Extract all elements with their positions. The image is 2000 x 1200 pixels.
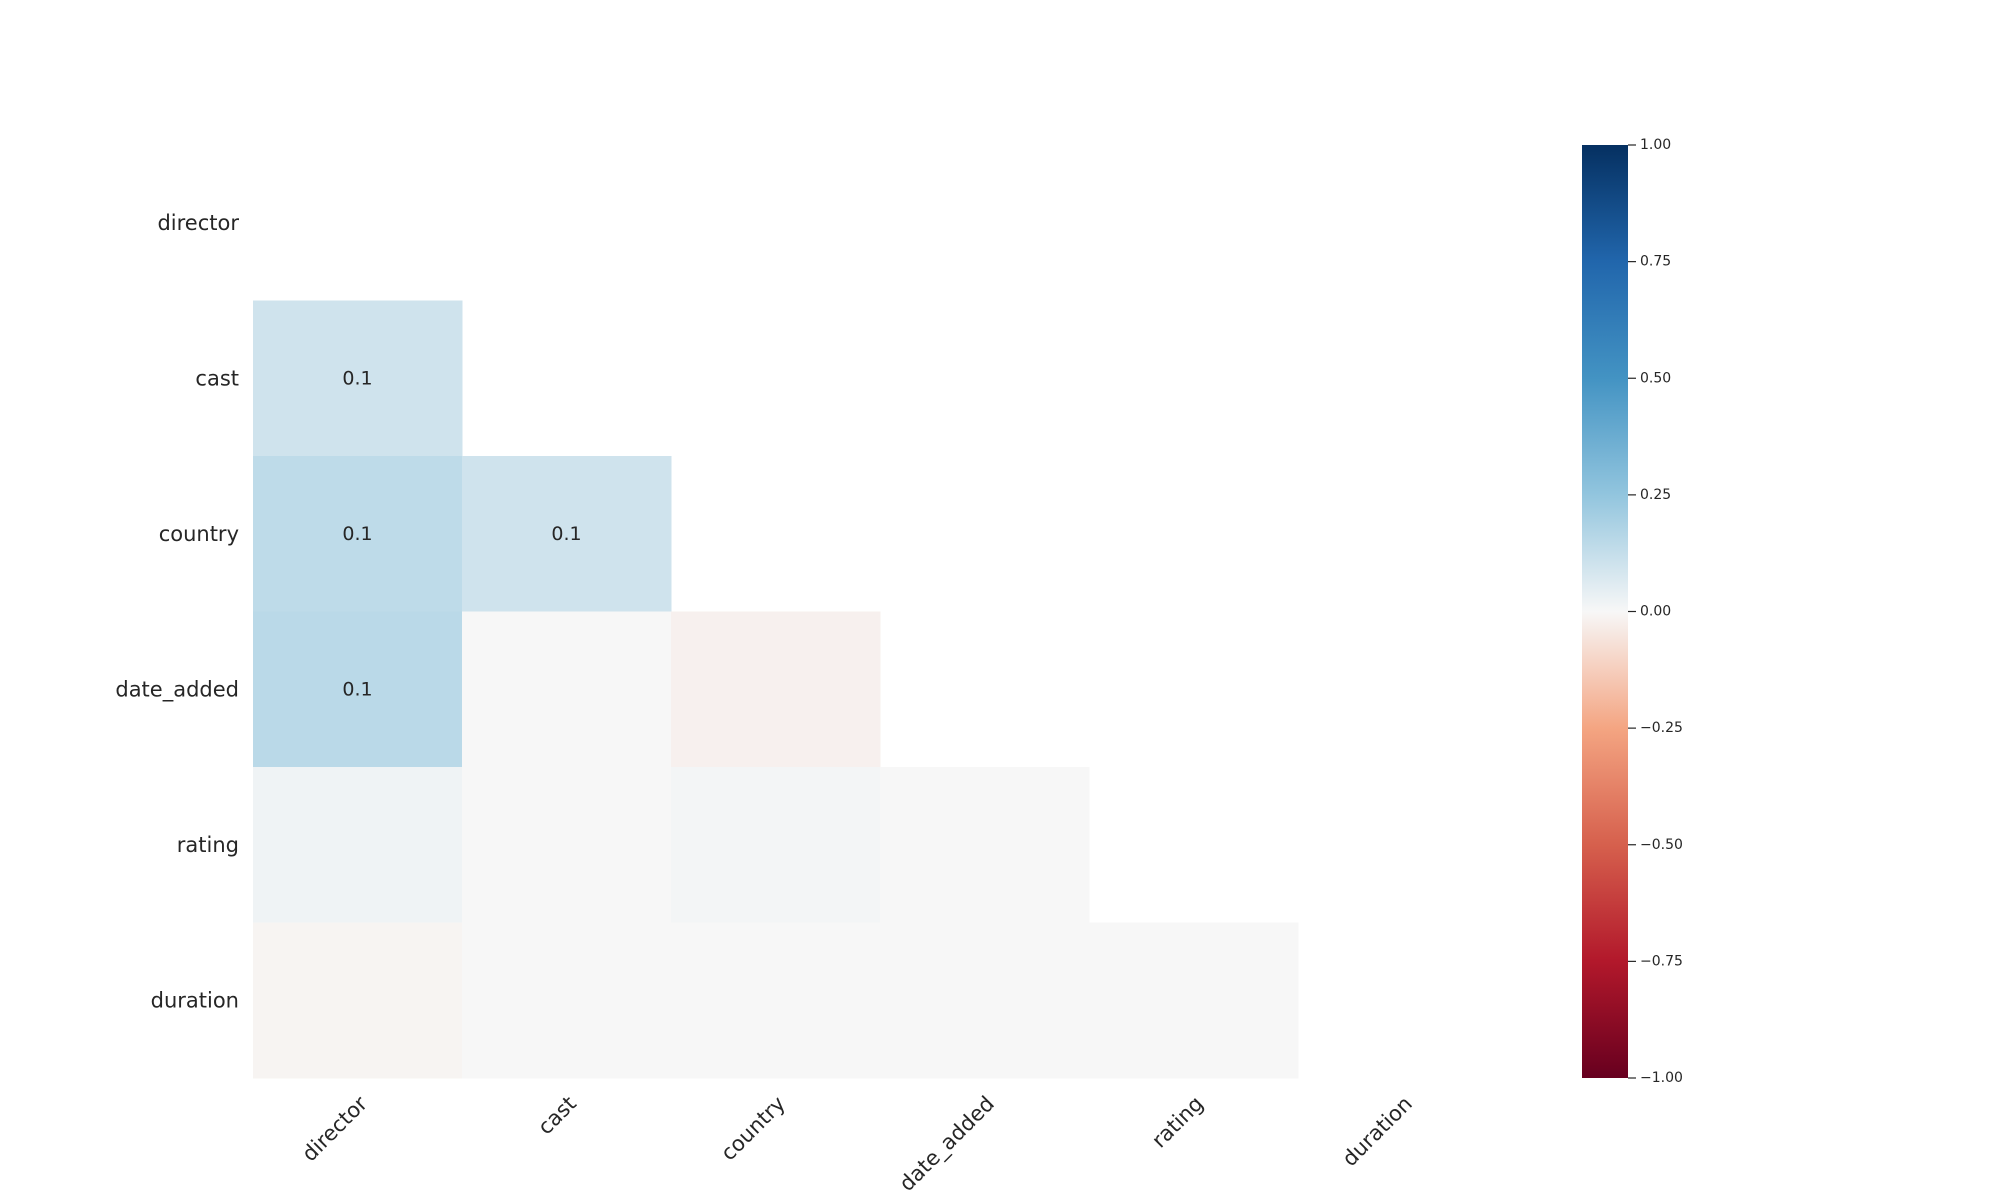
heatmap-cell-rating-date_added — [880, 767, 1090, 923]
heatmap-cell-duration-director — [253, 922, 463, 1079]
y-tick-label-rating: rating — [177, 833, 239, 857]
heatmap-cell-duration-cast — [462, 922, 672, 1079]
colorbar-tick-label: −0.50 — [1640, 837, 1683, 853]
y-tick-label-duration: duration — [151, 988, 239, 1012]
heatmap-cell-rating-country — [671, 767, 881, 923]
x-tick-label-country: country — [716, 1092, 790, 1166]
cell-label-country-director: 0.1 — [342, 523, 372, 545]
heatmap-cell-rating-director — [253, 767, 463, 923]
colorbar-tick-label: 0.50 — [1640, 370, 1671, 386]
heatmap-cell-date_added-director — [253, 611, 463, 768]
y-tick-label-date_added: date_added — [115, 677, 239, 702]
y-tick-label-country: country — [159, 522, 239, 546]
heatmap-cell-date_added-cast — [462, 611, 672, 768]
colorbar-tick-label: −0.25 — [1640, 720, 1683, 736]
x-tick-label-date_added: date_added — [895, 1092, 1000, 1197]
heatmap-cells — [253, 300, 1299, 1079]
colorbar-tick-label: −1.00 — [1640, 1070, 1683, 1086]
colorbar-tick-label: 1.00 — [1640, 137, 1671, 153]
y-tick-label-cast: cast — [195, 366, 239, 390]
heatmap-cell-country-cast — [462, 456, 672, 612]
heatmap-cell-country-director — [253, 456, 463, 612]
colorbar-tick-label: 0.00 — [1640, 604, 1671, 620]
cell-label-cast-director: 0.1 — [342, 367, 372, 389]
y-tick-label-director: director — [157, 211, 239, 235]
heatmap-cell-date_added-country — [671, 611, 881, 768]
colorbar-tick-label: −0.75 — [1640, 953, 1683, 969]
x-tick-label-rating: rating — [1147, 1092, 1208, 1153]
cell-value-labels: 0.1 0.1 0.1 0.1 — [342, 367, 581, 700]
colorbar-ticks: 1.00 0.75 0.50 0.25 0.00 −0.25 −0.50 −0.75 −1.00 — [1628, 137, 1683, 1086]
cell-label-country-cast: 0.1 — [551, 523, 581, 545]
colorbar — [1582, 145, 1628, 1078]
colorbar-tick-label: 0.25 — [1640, 487, 1671, 503]
heatmap-cell-cast-director — [253, 300, 463, 457]
x-tick-label-duration: duration — [1338, 1092, 1417, 1171]
colorbar-tick-label: 0.75 — [1640, 254, 1671, 270]
heatmap-cell-duration-date_added — [880, 922, 1090, 1079]
cell-label-date_added-director: 0.1 — [342, 678, 372, 700]
heatmap-cell-rating-cast — [462, 767, 672, 923]
heatmap-cell-duration-rating — [1089, 922, 1299, 1079]
heatmap-cell-duration-country — [671, 922, 881, 1079]
colorbar-gradient — [1582, 145, 1628, 1078]
x-tick-label-cast: cast — [533, 1092, 581, 1140]
x-tick-labels: director cast country date_added rating durat… — [297, 1091, 1417, 1196]
x-tick-label-director: director — [297, 1091, 372, 1166]
